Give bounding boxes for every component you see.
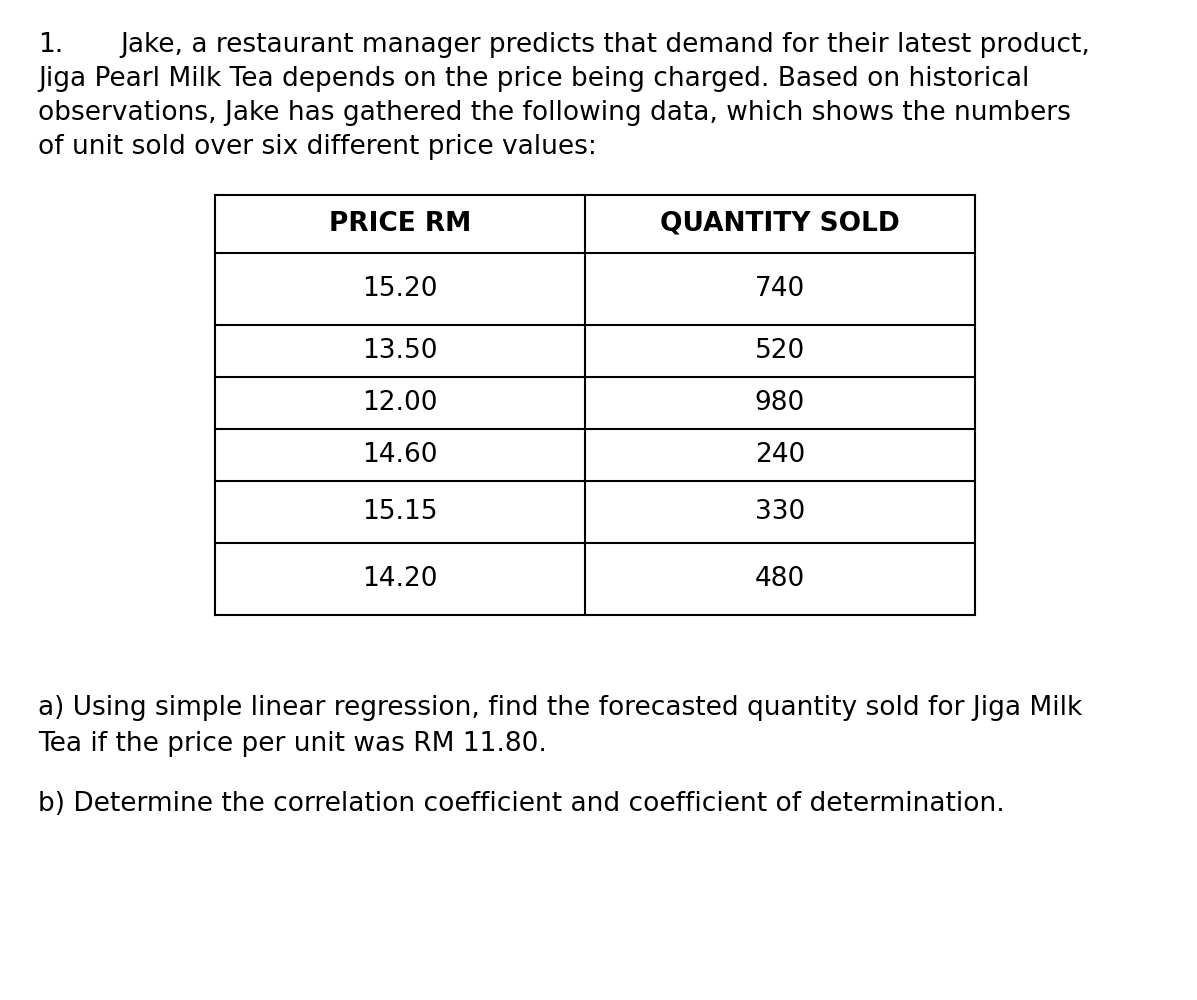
Text: 13.50: 13.50 (363, 338, 438, 364)
Text: PRICE RM: PRICE RM (329, 211, 472, 237)
Text: Jake, a restaurant manager predicts that demand for their latest product,: Jake, a restaurant manager predicts that… (120, 32, 1090, 58)
Text: 1.: 1. (38, 32, 63, 58)
Text: b) Determine the correlation coefficient and coefficient of determination.: b) Determine the correlation coefficient… (38, 791, 1004, 817)
Text: of unit sold over six different price values:: of unit sold over six different price va… (38, 134, 597, 160)
Text: Tea if the price per unit was RM 11.80.: Tea if the price per unit was RM 11.80. (38, 731, 547, 757)
Text: observations, Jake has gathered the following data, which shows the numbers: observations, Jake has gathered the foll… (38, 100, 1071, 126)
Text: 240: 240 (755, 442, 806, 468)
Text: 480: 480 (755, 566, 806, 592)
Text: a) Using simple linear regression, find the forecasted quantity sold for Jiga Mi: a) Using simple linear regression, find … (38, 695, 1082, 721)
Text: 15.20: 15.20 (363, 276, 438, 302)
Text: 980: 980 (755, 390, 806, 416)
Text: QUANTITY SOLD: QUANTITY SOLD (660, 211, 900, 237)
Text: 15.15: 15.15 (363, 499, 438, 525)
Text: 330: 330 (755, 499, 806, 525)
Text: Jiga Pearl Milk Tea depends on the price being charged. Based on historical: Jiga Pearl Milk Tea depends on the price… (38, 66, 1029, 92)
Text: 14.20: 14.20 (363, 566, 438, 592)
Text: 12.00: 12.00 (363, 390, 438, 416)
Text: 740: 740 (755, 276, 806, 302)
Text: 520: 520 (755, 338, 806, 364)
Text: 14.60: 14.60 (363, 442, 438, 468)
